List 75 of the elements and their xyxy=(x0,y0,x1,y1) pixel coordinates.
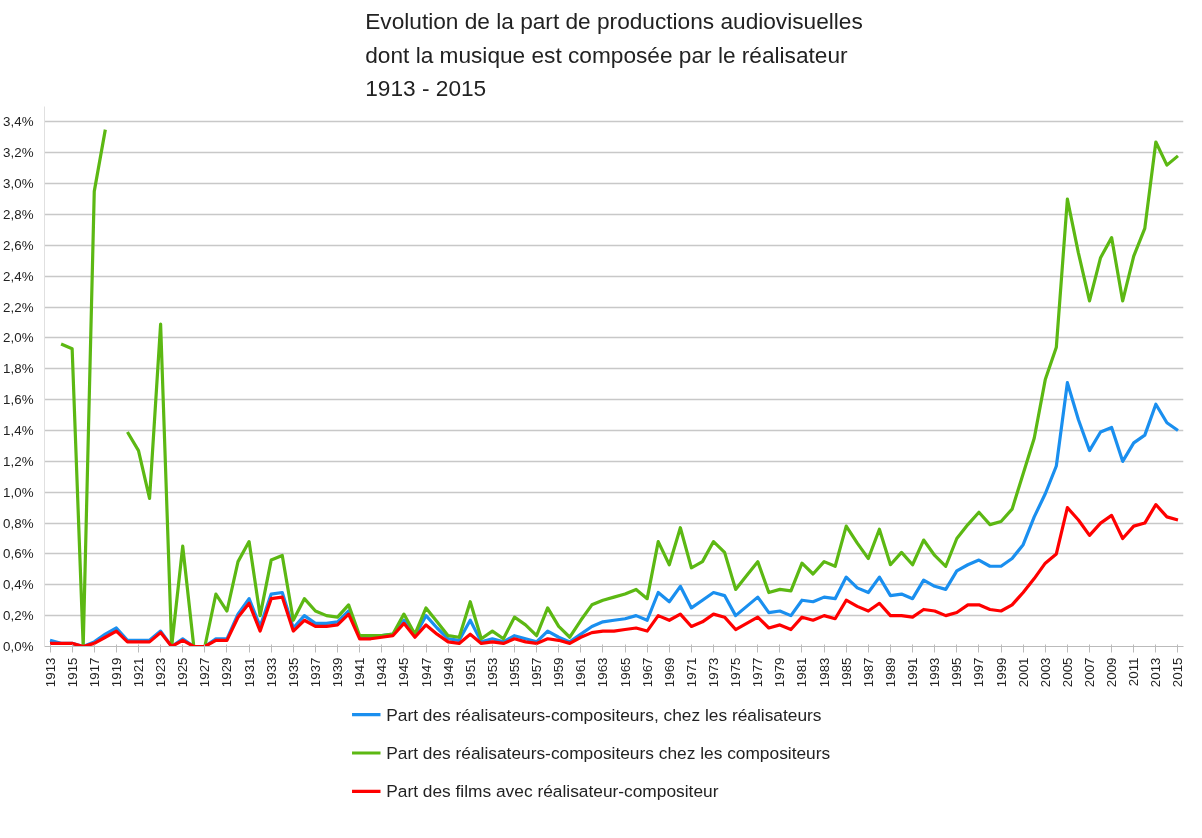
y-tick-label: 1,8% xyxy=(3,361,34,377)
y-tick-label: 2,2% xyxy=(3,299,34,315)
x-tick-label: 1917 xyxy=(86,657,102,688)
x-tick-label: 1951 xyxy=(462,657,478,688)
x-tick-label: 1913 xyxy=(42,657,58,688)
x-tick-label: 2007 xyxy=(1082,657,1097,688)
line-series xyxy=(48,502,1180,647)
x-tick-label: 1971 xyxy=(683,657,699,688)
x-tick-label: 1965 xyxy=(617,657,633,688)
x-tick-label: 1997 xyxy=(971,657,987,688)
y-tick-label: 0,6% xyxy=(3,546,34,562)
y-tick-label: 0,4% xyxy=(3,577,34,593)
x-tick-label: 2003 xyxy=(1037,657,1053,688)
x-tick-label: 1973 xyxy=(706,657,722,688)
x-tick-label: 1947 xyxy=(418,657,434,688)
x-tick-label: 1937 xyxy=(307,657,323,688)
x-tick-label: 2015 xyxy=(1170,657,1186,688)
x-tick-label: 1925 xyxy=(175,657,191,688)
x-tick-label: 1987 xyxy=(860,657,876,688)
x-tick-label: 2009 xyxy=(1104,657,1120,688)
x-tick-label: 1975 xyxy=(728,657,744,688)
x-tick-label: 1927 xyxy=(197,657,213,688)
x-tick-label: 1929 xyxy=(219,657,235,688)
x-tick-label: 1985 xyxy=(838,657,854,688)
x-tick-label: 1993 xyxy=(927,657,943,688)
x-tick-label: 1963 xyxy=(595,657,611,688)
x-tick-label: 1931 xyxy=(241,657,257,688)
x-tick-label: 1989 xyxy=(882,657,898,688)
x-tick-label: 1983 xyxy=(816,657,832,688)
y-tick-label: 2,8% xyxy=(3,207,34,222)
x-tick-label: 1921 xyxy=(131,657,146,688)
x-tick-label: 1943 xyxy=(374,657,390,688)
x-tick-label: 1999 xyxy=(993,657,1009,688)
x-tick-label: 2013 xyxy=(1148,657,1164,688)
x-tick-label: 1995 xyxy=(949,657,965,688)
x-tick-label: 1991 xyxy=(905,657,921,688)
x-tick-label: 1915 xyxy=(64,657,80,688)
y-tick-label: 0,0% xyxy=(3,639,34,654)
y-tick-label: 3,2% xyxy=(3,145,34,161)
y-tick-label: 0,8% xyxy=(3,515,34,531)
x-tick-label: 2011 xyxy=(1126,657,1142,687)
x-tick-label: 1957 xyxy=(529,657,545,688)
x-tick-label: 1941 xyxy=(352,657,368,688)
x-tick-label: 1933 xyxy=(263,657,279,688)
x-tick-label: 1935 xyxy=(285,657,301,688)
x-tick-label: 1961 xyxy=(573,657,589,688)
x-tick-label: 1955 xyxy=(506,657,522,688)
x-tick-label: 1981 xyxy=(794,657,810,688)
legend-label: Part des films avec réalisateur-compositeur xyxy=(386,781,719,802)
x-tick-label: 1949 xyxy=(440,657,456,688)
y-tick-label: 2,4% xyxy=(3,268,34,284)
x-tick-label: 2005 xyxy=(1059,657,1075,688)
x-tick-label: 1979 xyxy=(772,657,788,688)
x-tick-label: 1939 xyxy=(330,657,346,688)
y-tick-label: 1,2% xyxy=(3,453,34,469)
y-tick-label: 1,6% xyxy=(3,392,34,408)
x-tick-label: 2001 xyxy=(1015,657,1031,688)
legend-label: Part des réalisateurs-compositeurs, chez les réalisateurs xyxy=(386,704,822,725)
x-tick-label: 1923 xyxy=(153,657,169,688)
x-tick-label: 1945 xyxy=(396,657,412,688)
y-tick-label: 2,6% xyxy=(3,237,34,253)
x-tick-label: 1969 xyxy=(661,657,677,688)
y-tick-label: 1,4% xyxy=(3,423,34,438)
y-tick-label: 1,0% xyxy=(3,484,34,500)
x-tick-label: 1959 xyxy=(551,657,567,688)
x-tick-label: 1953 xyxy=(484,657,500,688)
y-tick-label: 0,2% xyxy=(3,608,34,624)
chart-title: Evolution de la part de productions audiovisuelles dont la musique est composée par le réalisateur 1913 - 2015 xyxy=(365,7,863,102)
x-tick-label: 1919 xyxy=(108,657,124,688)
y-tick-label: 3,4% xyxy=(3,114,34,130)
legend-label: Part des réalisateurs-compositeurs chez les compositeurs xyxy=(386,743,831,763)
x-tick-label: 1967 xyxy=(639,657,655,688)
y-tick-label: 2,0% xyxy=(3,330,34,346)
x-tick-label: 1977 xyxy=(750,657,766,688)
y-tick-label: 3,0% xyxy=(3,176,34,192)
